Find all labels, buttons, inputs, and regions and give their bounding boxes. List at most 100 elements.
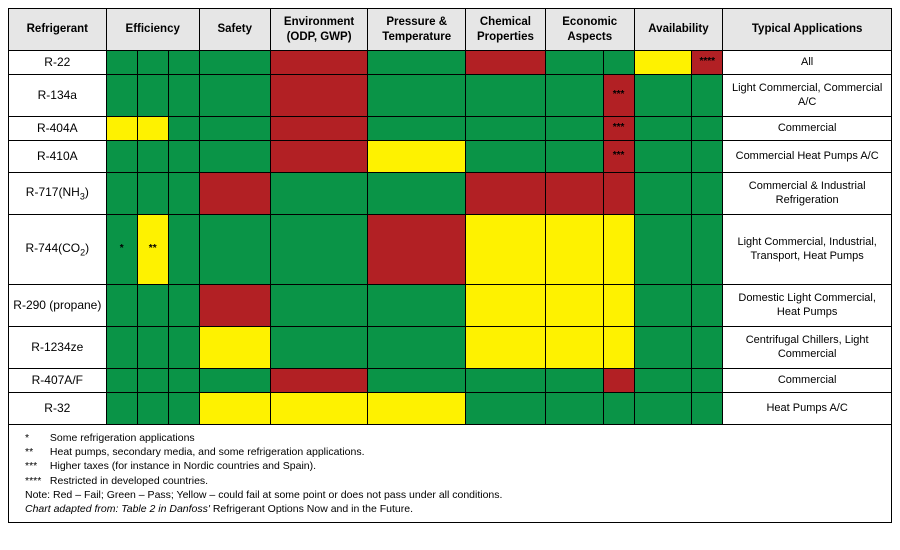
status-cell [692, 369, 723, 393]
status-cell [545, 285, 603, 327]
status-cell [270, 327, 368, 369]
status-cell: **** [692, 51, 723, 75]
status-cell [199, 285, 270, 327]
status-cell [545, 141, 603, 173]
status-cell [692, 215, 723, 285]
status-cell [634, 393, 692, 425]
status-cell [634, 117, 692, 141]
status-cell [270, 215, 368, 285]
status-cell [137, 369, 168, 393]
refrigerant-label: R-410A [9, 141, 107, 173]
status-cell [106, 285, 137, 327]
status-cell [199, 117, 270, 141]
status-cell [603, 173, 634, 215]
status-cell [466, 369, 546, 393]
status-cell [106, 369, 137, 393]
status-cell [137, 173, 168, 215]
status-cell [692, 141, 723, 173]
header-row: Refrigerant Efficiency Safety Environmen… [9, 9, 892, 51]
status-cell [137, 141, 168, 173]
status-cell: *** [603, 75, 634, 117]
status-cell [137, 393, 168, 425]
status-cell [168, 173, 199, 215]
status-cell [270, 369, 368, 393]
status-cell [545, 173, 603, 215]
refrigerant-label: R-407A/F [9, 369, 107, 393]
status-cell [545, 51, 603, 75]
status-cell [545, 369, 603, 393]
status-cell [466, 173, 546, 215]
status-cell [199, 327, 270, 369]
refrigerant-comparison-table: Refrigerant Efficiency Safety Environmen… [8, 8, 892, 523]
applications-cell: All [723, 51, 892, 75]
status-cell [137, 285, 168, 327]
status-cell [545, 75, 603, 117]
col-refrigerant: Refrigerant [9, 9, 107, 51]
status-cell [106, 75, 137, 117]
status-cell [634, 327, 692, 369]
status-cell [168, 51, 199, 75]
status-cell [634, 75, 692, 117]
status-cell [692, 285, 723, 327]
status-cell [603, 285, 634, 327]
table-row: R-22****All [9, 51, 892, 75]
col-safety: Safety [199, 9, 270, 51]
refrigerant-label: R-134a [9, 75, 107, 117]
applications-cell: Commercial [723, 369, 892, 393]
refrigerant-label: R-32 [9, 393, 107, 425]
table-row: R-134a *** Light Commercial, Commercial A/… [9, 75, 892, 117]
status-cell [692, 393, 723, 425]
status-cell [199, 215, 270, 285]
status-cell [199, 369, 270, 393]
status-cell [106, 117, 137, 141]
status-cell [137, 51, 168, 75]
applications-cell: Light Commercial, Commercial A/C [723, 75, 892, 117]
status-cell [692, 173, 723, 215]
table-row: R-744(CO2)***Light Commercial, Industria… [9, 215, 892, 285]
status-cell [168, 141, 199, 173]
status-cell [368, 327, 466, 369]
status-cell [466, 117, 546, 141]
status-cell [466, 215, 546, 285]
status-cell [368, 51, 466, 75]
status-cell [106, 173, 137, 215]
col-pressure: Pressure & Temperature [368, 9, 466, 51]
status-cell [168, 285, 199, 327]
refrigerant-label: R-1234ze [9, 327, 107, 369]
status-cell [368, 117, 466, 141]
status-cell [692, 75, 723, 117]
table-row: R-717(NH3)Commercial & Industrial Refrig… [9, 173, 892, 215]
status-cell [199, 75, 270, 117]
status-cell [692, 327, 723, 369]
status-cell [634, 215, 692, 285]
status-cell [466, 327, 546, 369]
status-cell [270, 141, 368, 173]
status-cell [168, 393, 199, 425]
status-cell [603, 327, 634, 369]
applications-cell: Centrifugal Chillers, Light Commercial [723, 327, 892, 369]
table-body: R-22****AllR-134a *** Light Commercial, Co… [9, 51, 892, 425]
status-cell [270, 117, 368, 141]
status-cell [168, 117, 199, 141]
refrigerant-label: R-404A [9, 117, 107, 141]
status-cell [545, 215, 603, 285]
refrigerant-label: R-290 (propane) [9, 285, 107, 327]
status-cell: *** [603, 141, 634, 173]
table-row: R-407A/F Commercial [9, 369, 892, 393]
status-cell [270, 75, 368, 117]
col-efficiency: Efficiency [106, 9, 199, 51]
status-cell [106, 393, 137, 425]
status-cell [270, 51, 368, 75]
status-cell [545, 117, 603, 141]
status-cell [603, 393, 634, 425]
col-economic: Economic Aspects [545, 9, 634, 51]
status-cell [106, 141, 137, 173]
status-cell [368, 141, 466, 173]
col-chemical: Chemical Properties [466, 9, 546, 51]
status-cell [106, 327, 137, 369]
col-availability: Availability [634, 9, 723, 51]
col-environment: Environment (ODP, GWP) [270, 9, 368, 51]
status-cell [634, 285, 692, 327]
status-cell [106, 51, 137, 75]
status-cell [199, 173, 270, 215]
